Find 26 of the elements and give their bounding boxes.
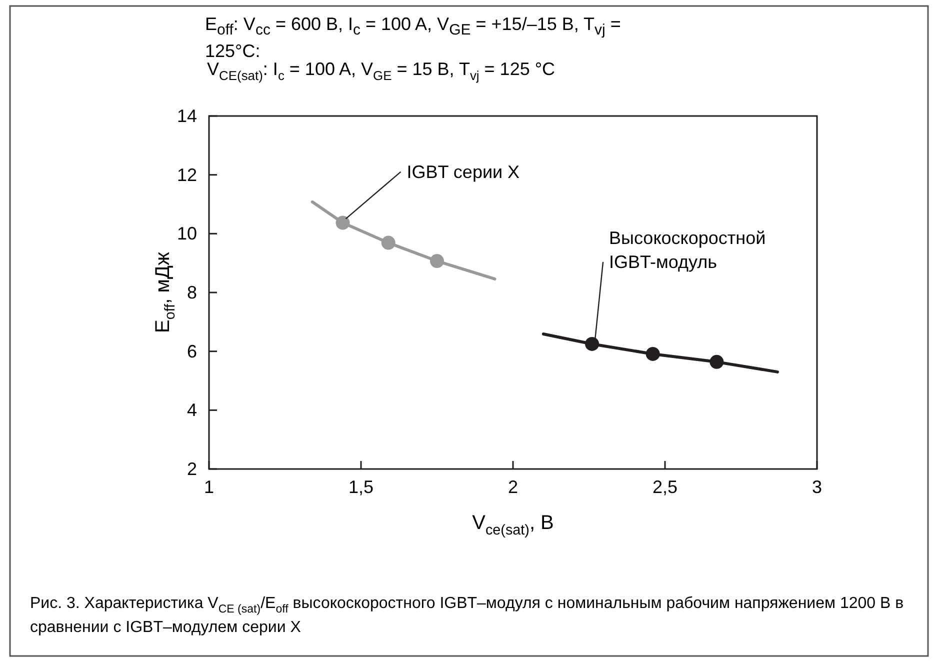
x-tick-label: 2 <box>508 477 518 497</box>
text: IGBT серии X <box>406 162 520 182</box>
point <box>710 354 724 369</box>
y-tick-label: 6 <box>186 341 197 362</box>
x-tick-label: 1 <box>204 477 214 497</box>
line-series <box>542 332 779 374</box>
y-tick-label: 12 <box>176 164 197 185</box>
text: Рис. 3. Характеристика V$_{CE (sat)}$/E$_{off}$ высокоскоростного IGBT–модуля с номинальным рабочим напряжением 1200 В в сравнении с IGBT–модулем серии X <box>30 595 904 636</box>
text: Высокоскоростной IGBT-модуль <box>609 228 766 272</box>
chart-title: E$_{off}$: V$_{cc}$ = 600 B, I$_{c}$ = 100 A, V$_{GE}$ = +15/–15 B, T$_{vj}$ = 125°C: <box>205 14 621 61</box>
y-tick-label: 2 <box>186 459 197 479</box>
point <box>646 346 660 361</box>
point <box>336 216 350 230</box>
point <box>381 236 396 250</box>
x-axis-title: V$_{ce(sat)}$, B <box>472 512 554 539</box>
x-tick-label: 1,5 <box>348 477 374 497</box>
y-tick-label: 4 <box>186 400 197 420</box>
point <box>430 254 444 268</box>
x-tick-label: 2,5 <box>652 477 678 497</box>
y-tick-label: 8 <box>186 282 197 302</box>
point <box>585 336 600 351</box>
line-series <box>310 200 496 280</box>
y-tick-label: 10 <box>176 224 197 244</box>
y-tick-label: 14 <box>176 106 197 126</box>
x-tick-label: 3 <box>812 477 822 497</box>
text: V$_{CE(sat)}$: I$_{c}$ = 100 A, V$_{GE}$ = 15 B, T$_{vj}$ = 125 °C <box>207 59 556 84</box>
